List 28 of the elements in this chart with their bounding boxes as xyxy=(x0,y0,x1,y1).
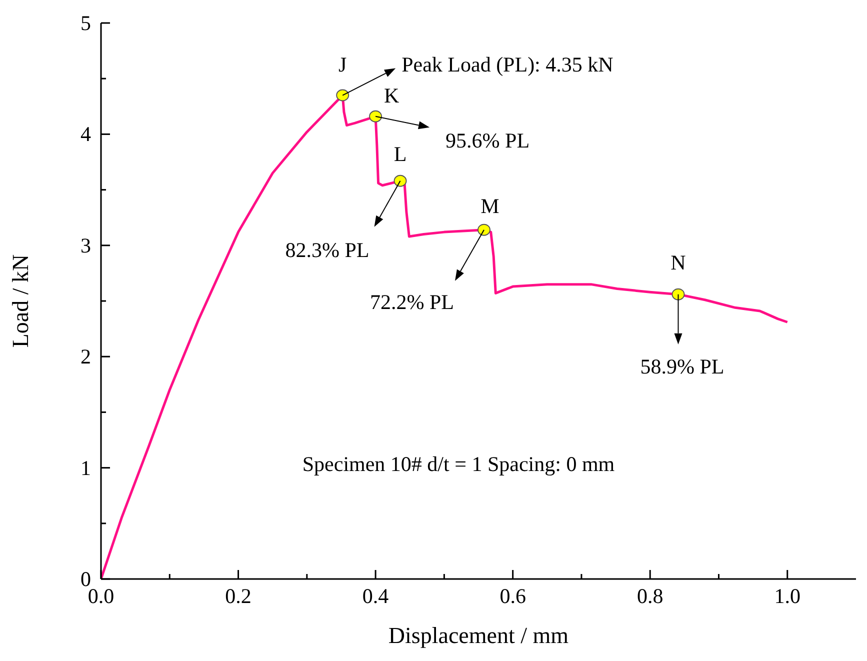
annotation: M xyxy=(480,194,500,218)
point xyxy=(336,89,350,102)
y-tick-label: 3 xyxy=(80,233,91,258)
y-tick-label: 5 xyxy=(80,11,91,35)
annotation: Specimen 10# d/t = 1 Spacing: 0 mm xyxy=(302,452,615,476)
annotation: 58.9% PL xyxy=(640,354,724,378)
annotation: L xyxy=(394,142,407,166)
y-tick-label: 4 xyxy=(80,122,92,146)
annotation: 95.6% PL xyxy=(446,128,530,152)
x-tick-label: 0.6 xyxy=(500,584,526,608)
point xyxy=(672,288,685,300)
x-tick-label: 1.0 xyxy=(774,584,800,608)
x-tick-label: 0.4 xyxy=(362,584,390,608)
point xyxy=(477,224,490,236)
annotation: N xyxy=(670,250,686,274)
y-axis-title: Load / kN xyxy=(8,254,34,348)
annotation: 82.3% PL xyxy=(285,238,370,262)
x-tick-label: 0.8 xyxy=(636,584,664,608)
annotation: K xyxy=(384,83,400,108)
y-tick-label: 2 xyxy=(80,344,91,369)
annotation: Peak Load (PL): 4.35 kN xyxy=(402,52,614,76)
y-tick-label: 1 xyxy=(80,456,91,480)
annotation: J xyxy=(338,52,347,76)
point xyxy=(369,110,382,122)
point xyxy=(394,174,407,187)
x-tick-label: 0.2 xyxy=(225,584,252,608)
x-axis-title: Displacement / mm xyxy=(388,623,569,648)
annotation: 72.2% PL xyxy=(370,290,454,314)
